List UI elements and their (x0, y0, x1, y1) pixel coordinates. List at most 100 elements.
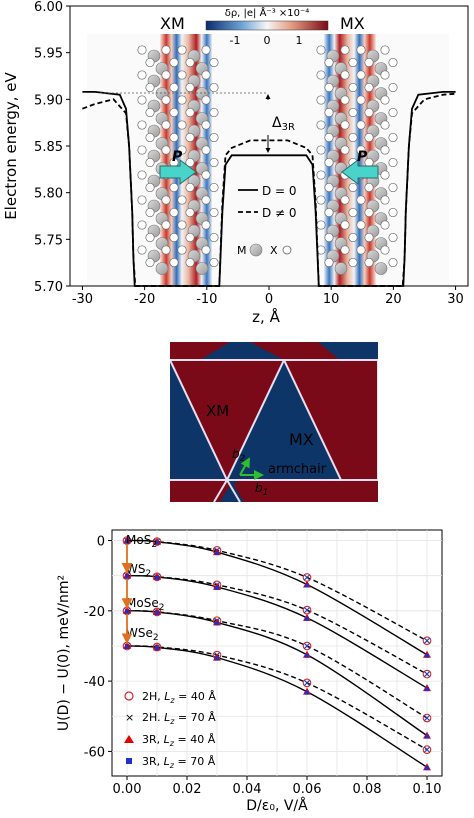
chalcogen-atom (324, 157, 334, 168)
material-label: MoSe2 (126, 596, 164, 613)
series-curve-1 (126, 539, 428, 656)
grid (112, 530, 442, 776)
chalcogen-atom (185, 157, 195, 168)
energy-profile-panel: Δ3R P P D = 0 D ≠ 0 M X XM MX δρ, |e| Å⁻… (2, 0, 469, 326)
x-tick-label: 20 (385, 292, 402, 307)
marker-2h-40 (422, 713, 432, 723)
legend-label: 2H. Lz = 70 Å (142, 711, 216, 726)
chalcogen-atom (348, 232, 358, 243)
chalcogen-atom (185, 182, 195, 193)
marker-3r-70 (155, 611, 159, 616)
chalcogen-atom (161, 120, 171, 130)
chalcogen-atom (169, 257, 179, 268)
chalcogen-atom (137, 120, 147, 130)
chalcogen-atom (356, 145, 366, 155)
marker-2h-40 (152, 642, 162, 652)
x-tick-label: -10 (196, 292, 217, 307)
chalcogen-atom (388, 132, 398, 143)
delta-label: Δ3R (272, 115, 295, 133)
chalcogen-atom (316, 45, 326, 55)
chalcogen-atom (185, 257, 195, 268)
x-tick-label: 0 (265, 292, 273, 307)
marker-2h-40 (422, 669, 432, 679)
chalcogen-atom (185, 132, 195, 143)
label-armchair: armchair (268, 462, 327, 477)
chalcogen-atom (145, 257, 155, 268)
marker-3r-70 (125, 574, 129, 579)
chalcogen-atom (137, 70, 147, 80)
marker-2h-70 (424, 746, 430, 753)
y-axis-label: U(D) − U(0), meV/nm² (56, 575, 72, 731)
series-curve-3 (126, 574, 428, 689)
chalcogen-atom (324, 107, 334, 118)
chalcogen-atom (145, 132, 155, 143)
chalcogen-atom (177, 220, 187, 230)
chalcogen-atom (177, 45, 187, 55)
marker-3r-70 (155, 540, 159, 545)
chalcogen-atom (348, 182, 358, 193)
domain-wall (226, 479, 241, 502)
chalcogen-atom (316, 95, 326, 105)
chalcogen-atom (388, 207, 398, 218)
chalcogen-atom (388, 257, 398, 268)
chalcogen-atom (364, 82, 374, 93)
marker-3r-70 (125, 609, 129, 614)
y-axis-label: Electron energy, eV (2, 71, 20, 219)
chalcogen-atom (348, 82, 358, 93)
domain-strip-top-red (170, 342, 230, 360)
chalcogen-atom (364, 57, 374, 68)
chalcogen-atom (356, 195, 366, 205)
y-tick-label: 6.00 (34, 0, 63, 15)
series-curve-7 (126, 645, 428, 768)
y-tick-label: 5.90 (34, 93, 63, 108)
chalcogen-atom (177, 95, 187, 105)
atom-legend-m-label: M (237, 244, 247, 257)
chalcogen-atom (364, 182, 374, 193)
chalcogen-atom (161, 70, 171, 80)
chalcogen-atom (324, 257, 334, 268)
marker-2h-70 (304, 607, 310, 614)
x-tick-label: 0.02 (173, 782, 202, 797)
chalcogen-atom (356, 120, 366, 130)
chalcogen-atom (169, 132, 179, 143)
chalcogen-atom (201, 70, 211, 80)
chalcogen-atom (356, 95, 366, 105)
chalcogen-atom (388, 82, 398, 93)
y-tick-label: 0 (97, 535, 105, 550)
chalcogen-atom (137, 45, 147, 55)
energy-curves (82, 91, 456, 287)
chalcogen-atom (145, 207, 155, 218)
y-tick-label: 5.85 (34, 140, 63, 155)
chalcogen-atom (340, 220, 350, 230)
atom-legend-x-label: X (270, 244, 278, 257)
chalcogen-atom (161, 195, 171, 205)
metal-atom (155, 262, 169, 275)
chalcogen-atom (364, 107, 374, 118)
chalcogen-atom (145, 57, 155, 68)
legend-label: 3R, Lz = 40 Å (142, 733, 216, 748)
chalcogen-atom (209, 82, 219, 93)
chalcogen-atom (316, 220, 326, 230)
chalcogen-atom (169, 107, 179, 118)
colorbar (205, 20, 329, 31)
chalcogen-atom (380, 45, 390, 55)
chalcogen-atom (356, 70, 366, 80)
x-axis-label: z, Å (252, 307, 280, 326)
chalcogen-atom (145, 82, 155, 93)
colorbar-tick: -1 (230, 34, 241, 47)
marker-3r-70 (125, 539, 129, 544)
marker-2h-70 (424, 637, 430, 644)
chalcogen-atom (388, 57, 398, 68)
marker-3r-70 (305, 583, 309, 588)
marker-3r-70 (215, 585, 219, 590)
legend: D = 0 D ≠ 0 M X (237, 184, 297, 257)
chalcogen-atom (380, 170, 390, 180)
chalcogen-atom (356, 220, 366, 230)
legend-marker-cross: × (125, 711, 134, 724)
chalcogen-atom (324, 232, 334, 243)
polarization-arrow-left (159, 159, 197, 185)
chalcogen-atom (380, 220, 390, 230)
marker-3r-70 (155, 646, 159, 651)
chalcogen-atom (177, 195, 187, 205)
domain-wall (213, 479, 228, 502)
